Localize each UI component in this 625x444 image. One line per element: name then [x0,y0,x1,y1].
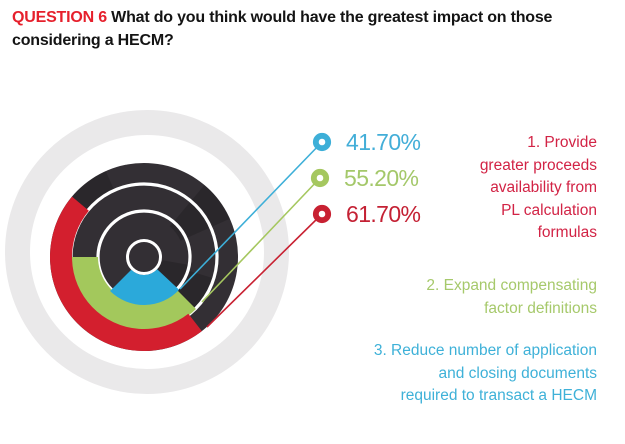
callout-dot-blue [312,132,332,152]
callout-line-red [206,213,323,328]
callout-line-blue [179,141,323,290]
callout-dot-red [312,204,332,224]
arc-red [49,196,202,351]
arc-blue [110,269,180,305]
question-text: What do you think would have the greates… [111,9,553,26]
shadow-wedge [169,184,230,241]
shadow-wedge [177,270,214,309]
decor-ring [5,110,289,394]
question-title-line2: considering a HECM? [12,31,174,49]
question-number: QUESTION 6 [12,9,107,26]
arc-green [70,257,196,331]
question-title-line1: QUESTION 6 What do you think would have … [12,7,614,30]
callout-line-green [201,177,321,303]
shadow-wedge [71,171,115,211]
separator-ring [126,239,162,275]
callout-dot-green [310,168,330,188]
question-title: QUESTION 6 What do you think would have … [12,7,614,52]
